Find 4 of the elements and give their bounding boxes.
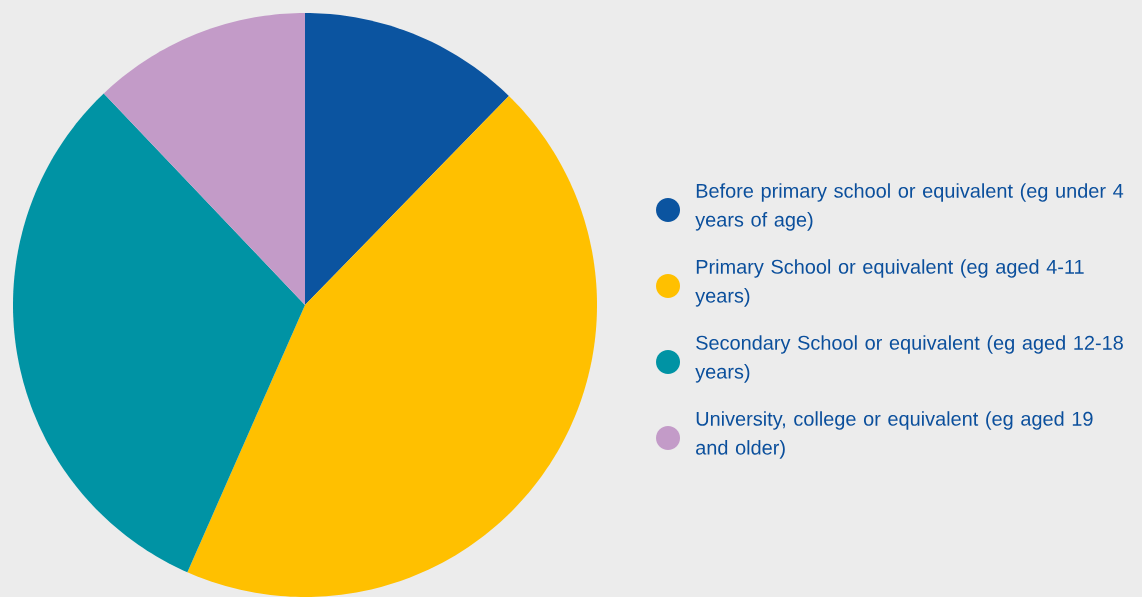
legend-label: Secondary School or equivalent (eg aged 12-18 years) — [695, 335, 1123, 383]
legend-label: Before primary school or equivalent (eg under 4 years of age) — [695, 183, 1124, 231]
legend-label: University, college or equivalent (eg aged 19 and older) — [696, 411, 1093, 459]
legend-label: Primary School or equivalent (eg aged 4-11 years) — [695, 259, 1084, 307]
